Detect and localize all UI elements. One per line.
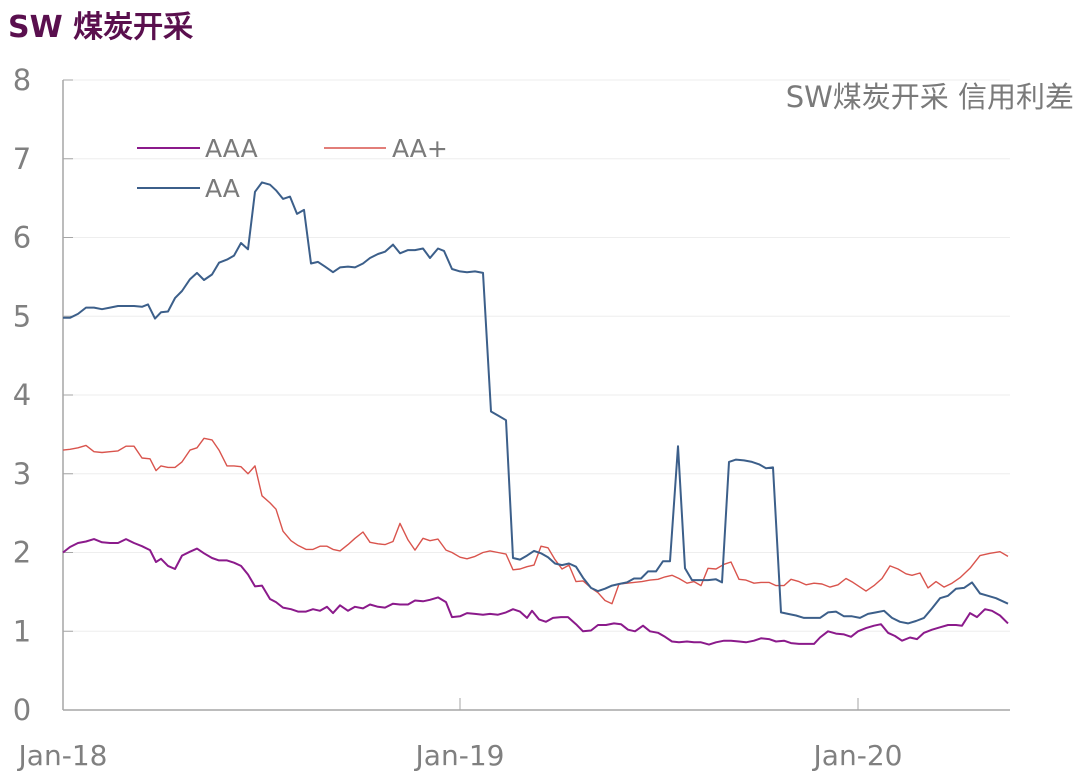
x-tick-label: Jan-19 — [414, 739, 505, 772]
y-tick-label: 1 — [13, 614, 31, 648]
legend-item-aaa: AAA — [137, 134, 258, 163]
series-line-aa — [63, 181, 1009, 625]
legend-item-aaplus: AA+ — [324, 134, 448, 163]
y-tick-label: 3 — [13, 457, 31, 491]
page-title: SW 煤炭开采 — [8, 10, 194, 45]
chart-title: SW煤炭开采 信用利差 — [786, 80, 1074, 114]
y-tick-label: 6 — [13, 221, 31, 255]
series-line-aaa — [62, 538, 1009, 646]
y-axis-ticks: 0 1 2 3 4 5 6 7 8 — [13, 63, 73, 727]
y-tick-label: 0 — [13, 693, 31, 727]
legend-item-aa: AA — [137, 174, 240, 203]
y-tick-label: 2 — [13, 536, 31, 570]
legend-label-aaa: AAA — [205, 134, 258, 163]
x-axis-ticks: Jan-18 Jan-19 Jan-20 — [17, 698, 903, 772]
x-tick-label: Jan-20 — [812, 739, 903, 772]
legend-label-aa: AA — [205, 174, 240, 203]
y-tick-label: 4 — [13, 378, 31, 412]
series-line-aaplus — [62, 437, 1009, 605]
y-tick-label: 5 — [13, 299, 31, 333]
y-tick-label: 8 — [13, 63, 31, 97]
legend-label-aaplus: AA+ — [392, 134, 448, 163]
y-tick-label: 7 — [13, 142, 31, 176]
legend: AAA AA+ AA — [137, 134, 448, 203]
series-lines — [62, 181, 1009, 646]
x-tick-label: Jan-18 — [17, 739, 108, 772]
